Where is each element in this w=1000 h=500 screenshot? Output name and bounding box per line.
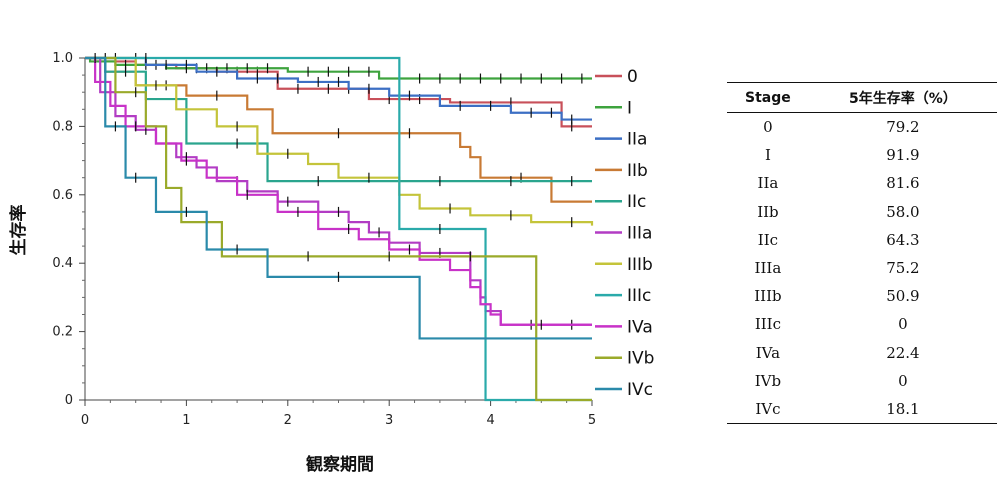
table-row: IVa 22.4 [727, 339, 997, 367]
legend-label: IIc [627, 192, 646, 212]
table-row: 0 79.2 [727, 113, 997, 142]
legend-label: IIb [627, 161, 648, 181]
table-header-rate: 5年生存率（%） [808, 82, 997, 113]
table-cell-stage: IVb [754, 371, 782, 390]
table-cell-stage: IIIa [754, 259, 782, 278]
legend-label: IIIa [627, 224, 652, 244]
table-cell-stage: IIa [757, 174, 779, 193]
table-row: IIa 81.6 [727, 169, 997, 197]
legend-label: IIIb [627, 255, 653, 275]
legend-item: IIb [595, 161, 648, 181]
series-line-IVb [85, 56, 592, 402]
series-IVb [85, 56, 592, 402]
y-tick-label: 1.0 [52, 51, 73, 66]
x-tick-label: 1 [182, 413, 190, 428]
table-body: 0 79.2 I 91.9 IIa 81.6 IIb 58.0 IIc 64.3 IIIa 75.2 I… [727, 113, 997, 425]
table-cell-rate: 91.9 [886, 146, 920, 165]
x-tick-label: 5 [588, 413, 596, 428]
x-tick-label: 3 [385, 413, 393, 428]
table-cell-rate: 79.2 [886, 118, 920, 137]
legend-label: I [627, 98, 632, 118]
legend-item: I [595, 98, 632, 118]
survival-rate-table: Stage 5年生存率（%） 0 79.2 I 91.9 IIa 81.6 IIb 58.0 I… [727, 82, 997, 425]
series-line-IIIa [85, 56, 592, 326]
x-axis-title: 観察期間 [306, 454, 374, 475]
table-cell-rate: 18.1 [808, 394, 997, 425]
y-tick-label: 0.6 [52, 188, 73, 203]
table-row: IVc 18.1 [727, 394, 997, 425]
x-tick-label: 0 [81, 413, 89, 428]
series-IIIc [85, 53, 592, 402]
series-line-IIIc [85, 56, 592, 402]
chart-series-layer [85, 53, 594, 402]
series-line-IIc [85, 56, 592, 183]
table-row: IIIc 0 [727, 310, 997, 338]
series-line-IVa [85, 56, 592, 326]
table-cell-rate: 64.3 [886, 230, 920, 249]
series-line-IIIb [85, 56, 594, 226]
legend-label: IVb [627, 349, 654, 369]
legend-label: 0 [627, 67, 638, 87]
table-row: I 91.9 [727, 141, 997, 169]
table-cell-rate: 75.2 [886, 259, 920, 278]
table-cell-rate: 22.4 [886, 343, 920, 362]
legend-item: IVb [595, 349, 654, 369]
table-row: IIb 58.0 [727, 198, 997, 226]
series-line-I [85, 56, 592, 80]
table-header-stage: Stage [727, 82, 809, 113]
legend-item: IIIa [595, 224, 652, 244]
legend-label: IVc [627, 380, 653, 400]
legend-item: IIIb [595, 255, 653, 275]
legend-label: IIa [627, 130, 647, 150]
legend-label: IVa [627, 317, 653, 337]
table-cell-stage: IIIc [754, 315, 781, 334]
x-tick-label: 4 [486, 413, 494, 428]
table-cell-stage: 0 [763, 118, 773, 137]
legend-item: IIIc [595, 286, 651, 306]
x-tick-label: 2 [284, 413, 292, 428]
chart-axes: 0 1 2 3 4 5 0 0.2 0.4 0.6 0.8 1.0 [52, 51, 596, 428]
legend-item: 0 [595, 67, 638, 87]
table-cell-stage: IIIb [754, 287, 782, 306]
table-cell-stage: IVc [727, 394, 809, 425]
series-line-0 [85, 56, 592, 128]
table-row: IIc 64.3 [727, 226, 997, 254]
legend-item: IVa [595, 317, 653, 337]
y-axis-title: 生存率 [8, 205, 29, 256]
table-cell-rate: 50.9 [886, 287, 920, 306]
series-IVc [85, 53, 592, 340]
series-0 [85, 56, 592, 132]
series-line-IVc [85, 56, 592, 340]
table-row: IVb 0 [727, 367, 997, 395]
legend-label: IIIc [627, 286, 651, 306]
table-cell-stage: I [764, 146, 771, 165]
table-row: IIIb 50.9 [727, 282, 997, 310]
table-cell-stage: IIb [757, 202, 779, 221]
table-cell-stage: IVa [755, 343, 781, 362]
table-header-row: Stage 5年生存率（%） [727, 82, 997, 113]
table-cell-rate: 0 [898, 371, 908, 390]
series-IIa [85, 53, 592, 125]
y-tick-label: 0.4 [52, 256, 73, 271]
table-cell-stage: IIc [757, 230, 779, 249]
legend-item: IIa [595, 130, 647, 150]
table-row: IIIa 75.2 [727, 254, 997, 282]
legend-item: IIc [595, 192, 646, 212]
series-line-IIa [85, 56, 592, 121]
table-cell-rate: 58.0 [886, 202, 920, 221]
y-tick-label: 0 [65, 393, 73, 408]
table-cell-rate: 0 [898, 315, 908, 334]
series-IVa [85, 56, 592, 330]
table-cell-rate: 81.6 [886, 174, 920, 193]
legend-item: IVc [595, 380, 653, 400]
y-tick-label: 0.2 [52, 325, 73, 340]
y-tick-label: 0.8 [52, 119, 73, 134]
